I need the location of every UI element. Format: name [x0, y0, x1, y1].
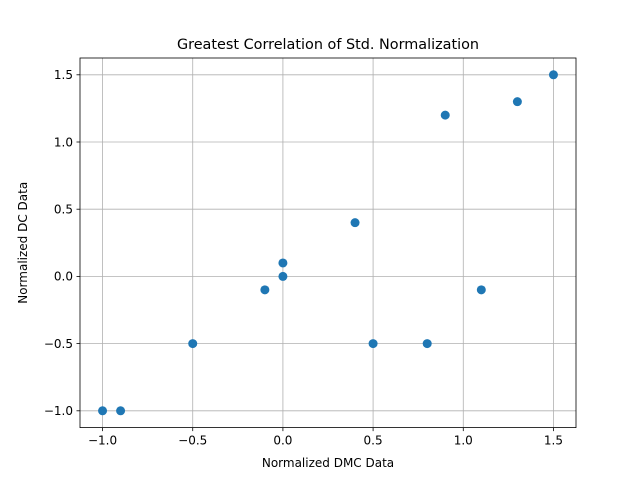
x-tick-label: 0.0 [273, 434, 292, 448]
y-tick-label: 0.0 [54, 270, 73, 284]
x-tick-label: 0.5 [364, 434, 383, 448]
x-axis-label: Normalized DMC Data [262, 456, 394, 470]
y-tick-label: 1.0 [54, 135, 73, 149]
data-point [260, 285, 270, 295]
data-point [116, 406, 126, 416]
data-point [440, 110, 450, 120]
data-point [548, 70, 558, 80]
data-point [422, 339, 432, 349]
y-tick-label: −0.5 [44, 337, 73, 351]
plot-frame [79, 57, 577, 429]
grid [80, 58, 576, 428]
data-point [98, 406, 108, 416]
data-point [476, 285, 486, 295]
chart-title: Greatest Correlation of Std. Normalizati… [177, 37, 479, 53]
x-tick-label: −1.0 [88, 434, 117, 448]
y-tick-label: 0.5 [54, 203, 73, 217]
y-axis-label: Normalized DC Data [16, 182, 30, 304]
data-point [350, 218, 360, 228]
y-tick-label: 1.5 [54, 68, 73, 82]
y-tick-label: −1.0 [44, 404, 73, 418]
data-points [98, 70, 558, 416]
data-point [368, 339, 378, 349]
data-point [278, 258, 288, 268]
data-point [278, 271, 288, 281]
x-tick-label: −0.5 [178, 434, 207, 448]
data-point [188, 339, 198, 349]
data-point [512, 97, 522, 107]
x-tick-label: 1.0 [454, 434, 473, 448]
ticks: −1.0 −0.5 0.0 0.5 1.0 1.5 −1.0 −0.5 0.0 0.5 1.0 1.5 [44, 68, 563, 448]
x-tick-label: 1.5 [544, 434, 563, 448]
